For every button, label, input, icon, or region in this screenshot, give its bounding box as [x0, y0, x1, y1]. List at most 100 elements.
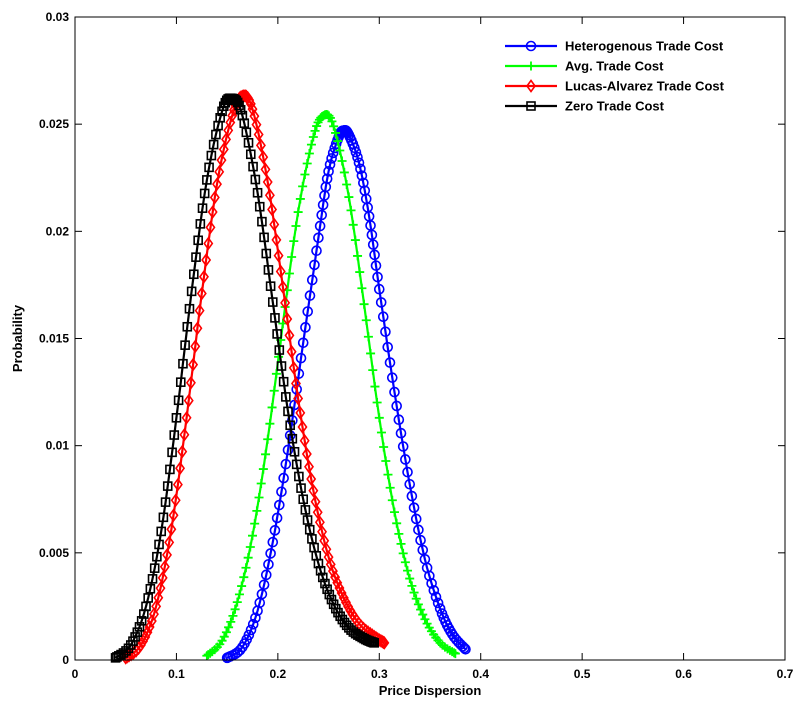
data-point	[271, 512, 283, 524]
data-point	[288, 361, 299, 375]
data-point	[335, 146, 345, 156]
data-point	[272, 329, 282, 339]
data-point	[244, 93, 255, 108]
data-point	[153, 590, 164, 605]
data-point	[188, 357, 199, 372]
data-point	[269, 525, 281, 536]
data-point	[269, 217, 280, 232]
data-point	[413, 524, 424, 536]
data-point	[177, 444, 188, 459]
data-point	[275, 264, 286, 279]
data-point	[408, 502, 420, 513]
data-point	[169, 430, 180, 440]
data-point	[317, 572, 328, 583]
y-tick-label: 0.03	[46, 10, 70, 24]
data-point	[152, 551, 162, 562]
data-point	[426, 578, 437, 589]
data-point	[241, 563, 251, 573]
data-point	[306, 472, 317, 486]
data-point	[302, 159, 312, 169]
data-point	[186, 286, 197, 297]
data-point	[248, 161, 258, 172]
data-point	[282, 444, 294, 456]
data-point	[293, 391, 304, 406]
data-point	[339, 167, 349, 177]
x-tick-label: 0.2	[270, 667, 287, 681]
data-point	[167, 447, 177, 458]
data-point	[184, 303, 195, 314]
data-point	[304, 459, 314, 474]
data-point	[420, 614, 430, 624]
data-point	[228, 611, 238, 621]
data-point	[166, 522, 177, 537]
data-point	[254, 492, 264, 502]
data-point	[132, 627, 143, 637]
data-point	[331, 128, 341, 138]
data-point	[314, 515, 325, 530]
data-point	[156, 526, 167, 537]
data-point	[267, 536, 279, 548]
series-diamond	[120, 89, 390, 665]
data-point	[245, 149, 256, 160]
data-point	[209, 190, 220, 205]
data-point	[321, 173, 333, 185]
data-point	[368, 365, 378, 375]
data-point	[372, 398, 382, 408]
x-tick-label: 0	[72, 667, 79, 681]
legend-marker	[526, 79, 536, 93]
data-point	[434, 603, 446, 614]
data-point	[298, 494, 309, 505]
data-point	[196, 286, 207, 301]
data-point	[406, 490, 418, 502]
data-point	[336, 586, 347, 600]
data-point	[162, 481, 173, 491]
data-point	[280, 458, 292, 470]
data-point	[243, 553, 253, 563]
data-point	[320, 578, 330, 589]
data-point	[276, 361, 287, 371]
data-point	[370, 260, 382, 271]
data-point	[265, 548, 276, 559]
data-point	[389, 386, 400, 398]
axes: Price Dispersion Probability 0 0.1 0.2 0.3 0…	[10, 10, 794, 698]
data-point	[235, 104, 246, 115]
data-point	[369, 638, 380, 648]
data-point	[274, 345, 285, 355]
data-point	[134, 622, 145, 632]
series-line	[125, 94, 386, 659]
data-point	[280, 295, 291, 310]
data-point	[231, 95, 242, 106]
data-point	[136, 616, 147, 626]
data-point	[165, 464, 175, 475]
data-point	[372, 271, 383, 283]
data-point	[416, 605, 426, 615]
data-point	[133, 641, 144, 656]
data-point	[382, 341, 394, 353]
data-point	[142, 625, 153, 640]
data-point	[363, 332, 373, 342]
data-point	[216, 153, 227, 168]
data-point	[207, 205, 218, 219]
data-point	[282, 312, 293, 326]
data-point	[398, 548, 408, 558]
data-point	[310, 126, 320, 136]
data-point	[149, 563, 160, 573]
data-point	[256, 478, 266, 488]
x-axis-label: Price Dispersion	[379, 683, 482, 698]
data-point	[164, 535, 175, 550]
data-point	[193, 235, 203, 246]
data-point	[302, 515, 313, 525]
data-point	[293, 207, 303, 217]
data-point	[239, 118, 250, 128]
data-point	[302, 306, 314, 317]
data-point	[253, 127, 264, 142]
data-point	[175, 377, 186, 387]
data-point	[232, 597, 242, 607]
data-point	[259, 232, 269, 243]
data-point	[350, 146, 362, 158]
data-point	[297, 420, 308, 434]
data-point	[263, 559, 274, 570]
data-point	[206, 150, 217, 161]
data-point	[123, 649, 134, 663]
